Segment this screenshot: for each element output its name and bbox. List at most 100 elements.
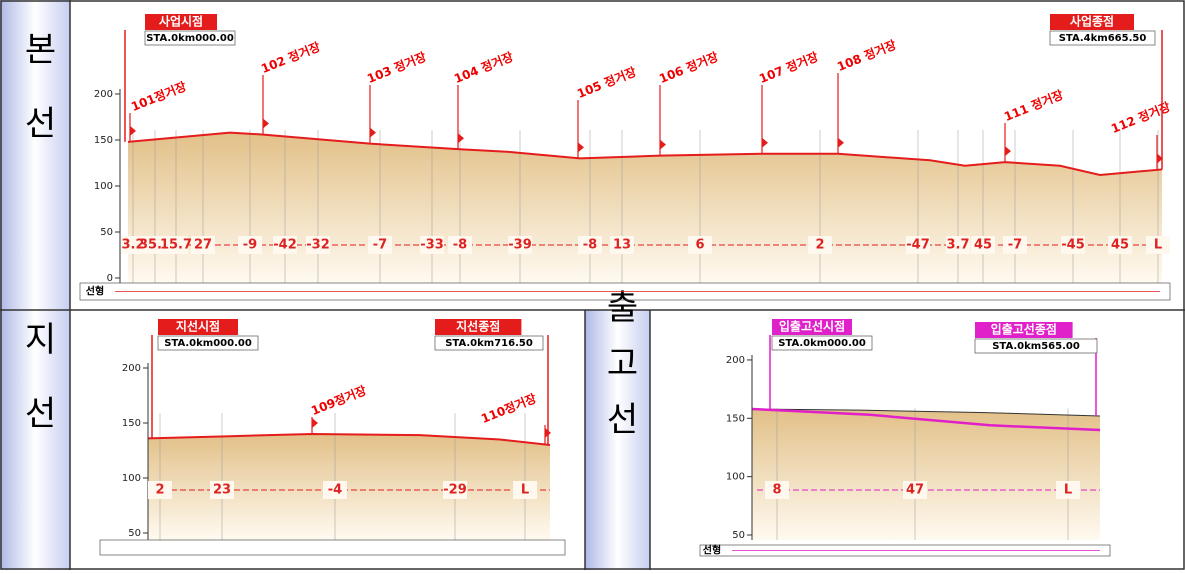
y-tick-label: 150 bbox=[94, 135, 113, 146]
gradient-label: -33 bbox=[420, 238, 444, 253]
gradient-label: -8 bbox=[583, 238, 597, 253]
alignment-bar bbox=[79, 282, 1171, 301]
ground-line bbox=[127, 131, 1163, 176]
station-label: 108 정거장 bbox=[835, 37, 898, 74]
gradient-label: L bbox=[1154, 238, 1162, 253]
flag-box bbox=[975, 322, 1073, 338]
flag-label: 지선시점 bbox=[176, 319, 220, 334]
station-label: 110정거장 bbox=[479, 390, 539, 426]
gradient-bg bbox=[765, 481, 789, 499]
gradient-label: 6 bbox=[695, 238, 704, 253]
y-tick-label: 200 bbox=[726, 355, 745, 366]
gradient-bg bbox=[448, 236, 472, 254]
gradient-label: -45 bbox=[1061, 238, 1085, 253]
header-cell bbox=[0, 310, 70, 570]
sta-label: STA.0km000.00 bbox=[146, 33, 234, 44]
station-marker bbox=[263, 118, 269, 129]
station-label: 107 정거장 bbox=[757, 49, 820, 86]
gradient-bg bbox=[508, 236, 532, 254]
flag-label: 사업종점 bbox=[1070, 14, 1114, 29]
y-tick-label: 200 bbox=[94, 89, 113, 100]
flag-box bbox=[1050, 14, 1134, 30]
gradient-bg bbox=[1003, 236, 1027, 254]
gradient-label: 27 bbox=[194, 238, 212, 253]
gradient-bg bbox=[420, 236, 444, 254]
gradient-bg bbox=[210, 481, 234, 499]
sta-box bbox=[771, 335, 873, 351]
station-marker bbox=[838, 137, 844, 148]
gradient-label: -29 bbox=[443, 483, 467, 498]
sta-box bbox=[434, 335, 544, 351]
station-marker bbox=[458, 133, 464, 144]
station-label: 105 정거장 bbox=[575, 64, 638, 101]
gradient-bg bbox=[1146, 236, 1170, 254]
header-cell bbox=[585, 310, 650, 570]
sta-label: STA.0km000.00 bbox=[164, 338, 252, 349]
station-marker bbox=[660, 139, 666, 150]
gradient-bg bbox=[143, 236, 167, 254]
station-label: 109정거장 bbox=[309, 382, 369, 418]
sta-box bbox=[974, 338, 1098, 354]
station-label: 106 정거장 bbox=[657, 49, 720, 86]
gradient-label: 13 bbox=[613, 238, 631, 253]
gradient-bg bbox=[578, 236, 602, 254]
track-line bbox=[751, 407, 1101, 432]
ground-line bbox=[147, 432, 551, 446]
y-tick-label: 100 bbox=[94, 181, 113, 192]
gradient-label: -8 bbox=[453, 238, 467, 253]
gradient-bg bbox=[191, 236, 215, 254]
gradient-label: -7 bbox=[373, 238, 387, 253]
ground-fill bbox=[148, 434, 550, 540]
gradient-label: 35.7 bbox=[139, 238, 171, 253]
gradient-bg bbox=[610, 236, 634, 254]
station-label: 111 정거장 bbox=[1002, 87, 1065, 124]
ground-line bbox=[751, 408, 1101, 417]
gradient-label: L bbox=[521, 483, 529, 498]
gradient-bg bbox=[946, 236, 970, 254]
y-tick-label: 100 bbox=[726, 472, 745, 483]
gradient-bg bbox=[368, 236, 392, 254]
y-tick-label: 150 bbox=[726, 413, 745, 424]
station-label: 101정거장 bbox=[129, 78, 189, 114]
sta-box bbox=[1049, 30, 1156, 46]
gradient-bg bbox=[148, 481, 172, 499]
gradient-label: 15.7 bbox=[160, 238, 192, 253]
row-header: 본선 bbox=[17, 31, 57, 179]
station-label: 104 정거장 bbox=[452, 49, 515, 86]
sta-label: STA.4km665.50 bbox=[1059, 33, 1147, 44]
y-tick-label: 50 bbox=[128, 528, 141, 539]
y-tick-label: 100 bbox=[122, 473, 141, 484]
gradient-label: L bbox=[1064, 483, 1072, 498]
gradient-bg bbox=[903, 481, 927, 499]
gradient-label: -7 bbox=[1008, 238, 1022, 253]
gradient-bg bbox=[1108, 236, 1132, 254]
flag-label: 입출고선시점 bbox=[779, 319, 845, 334]
station-marker bbox=[1005, 146, 1011, 157]
gradient-bg bbox=[808, 236, 832, 254]
gradient-label: 2 bbox=[155, 483, 164, 498]
y-tick-label: 50 bbox=[732, 530, 745, 541]
gradient-bg bbox=[323, 481, 347, 499]
y-tick-label: 50 bbox=[100, 227, 113, 238]
flag-box bbox=[145, 14, 217, 30]
header-cell bbox=[0, 0, 70, 310]
gradient-bg bbox=[306, 236, 330, 254]
gradient-bg bbox=[688, 236, 712, 254]
y-tick-label: 0 bbox=[107, 273, 113, 284]
ground-fill bbox=[752, 408, 1100, 540]
sta-label: STA.0km565.00 bbox=[992, 341, 1080, 352]
sta-box bbox=[144, 30, 236, 46]
gradient-bg bbox=[238, 236, 262, 254]
gradient-label: 45 bbox=[1111, 238, 1129, 253]
y-tick-label: 150 bbox=[122, 418, 141, 429]
gradient-bg bbox=[443, 481, 467, 499]
station-marker bbox=[762, 137, 768, 148]
gradient-bg bbox=[1056, 481, 1080, 499]
gradient-bg bbox=[1061, 236, 1085, 254]
gradient-bg bbox=[121, 236, 145, 254]
station-marker bbox=[578, 142, 584, 153]
gradient-label: 45 bbox=[974, 238, 992, 253]
gradient-bg bbox=[906, 236, 930, 254]
